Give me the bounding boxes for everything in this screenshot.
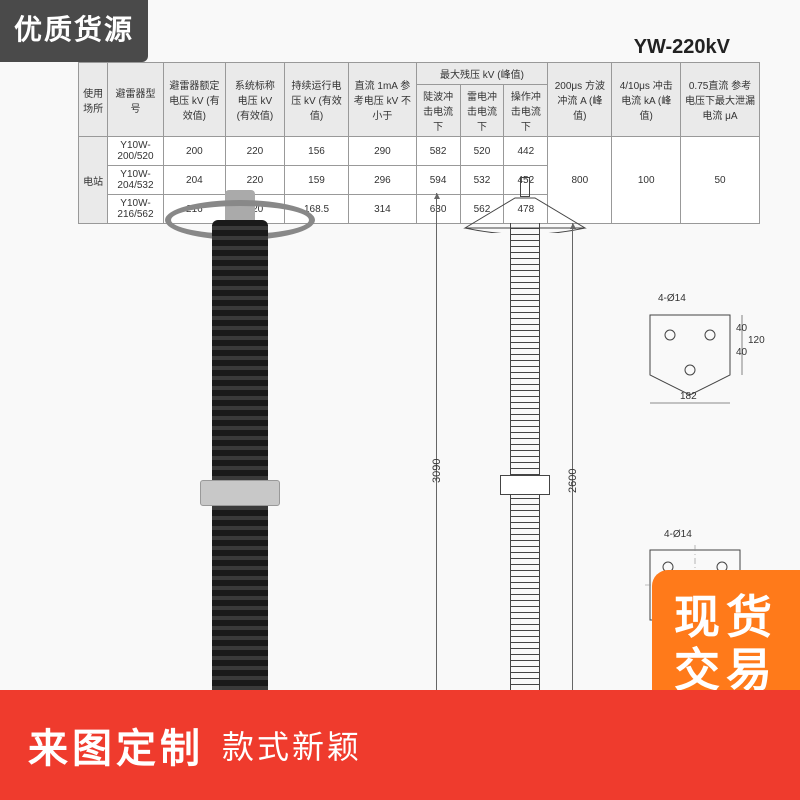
th-dcref: 直流 1mA 参考电压 kV 不小于: [349, 63, 416, 137]
dim-h1: 40: [736, 323, 747, 334]
dim-w: 182: [680, 391, 697, 402]
spot-line-2: 交易: [674, 644, 778, 697]
dimension-body-height: 2600: [572, 223, 573, 713]
th-usage: 使用场所: [79, 63, 108, 137]
th-200us: 200μs 方波冲流 A (峰值): [548, 63, 612, 137]
hole-spec: 4-Ø14: [664, 529, 692, 540]
th-cont: 持续运行电压 kV (有效值): [284, 63, 348, 137]
th-lightning: 雷电冲击电流下: [460, 85, 504, 137]
cell: 220: [225, 137, 284, 166]
cell: 电站: [79, 137, 108, 224]
th-rated: 避雷器额定电压 kV (有效值): [163, 63, 225, 137]
flange-detail-top: 4-Ø14 182 40 40 120: [630, 295, 760, 405]
th-steep: 陡波冲击电流下: [416, 85, 460, 137]
table-row: 电站 Y10W-200/520 200 220 156 290 582 520 …: [79, 137, 760, 166]
dim-h2: 40: [736, 347, 747, 358]
dimension-label: 2600: [567, 469, 579, 493]
th-410us: 4/10μs 冲击电流 kA (峰值): [612, 63, 681, 137]
th-leak: 0.75直流 参考电压下最大泄漏电流 μA: [681, 63, 760, 137]
product-photo: [140, 180, 340, 740]
banner-main-text: 来图定制: [28, 716, 204, 774]
dimension-total-height: 3090: [436, 193, 437, 725]
dim-side: 120: [748, 335, 765, 346]
cell: 290: [349, 137, 416, 166]
th-maxres: 最大残压 kV (峰值): [416, 63, 548, 85]
cell: 442: [504, 137, 548, 166]
hole-spec: 4-Ø14: [658, 293, 686, 304]
arrester-body: [212, 220, 268, 730]
bottom-banner: 来图定制 款式新颖: [0, 690, 800, 800]
quality-badge: 优质货源: [0, 0, 148, 62]
model-label: YW-220kV: [634, 36, 730, 59]
th-switch: 操作冲击电流下: [504, 85, 548, 137]
drawing-body: [510, 223, 540, 713]
th-system: 系统标称电压 kV (有效值): [225, 63, 284, 137]
dimension-label: 3090: [431, 459, 443, 483]
mid-flange: [200, 480, 280, 506]
cell: 520: [460, 137, 504, 166]
page-root: 优质货源 YW-220kV 使用场所 避雷器型号 避雷器额定电压 kV (有效值…: [0, 0, 800, 800]
cell: 156: [284, 137, 348, 166]
cell: Y10W-200/520: [108, 137, 164, 166]
cell: 582: [416, 137, 460, 166]
table-header-row-1: 使用场所 避雷器型号 避雷器额定电压 kV (有效值) 系统标称电压 kV (有…: [79, 63, 760, 85]
cell: 200: [163, 137, 225, 166]
th-model: 避雷器型号: [108, 63, 164, 137]
spot-line-1: 现货: [674, 591, 778, 644]
banner-sub-text: 款式新颖: [222, 722, 362, 768]
drawing-mid-flange: [500, 475, 550, 495]
